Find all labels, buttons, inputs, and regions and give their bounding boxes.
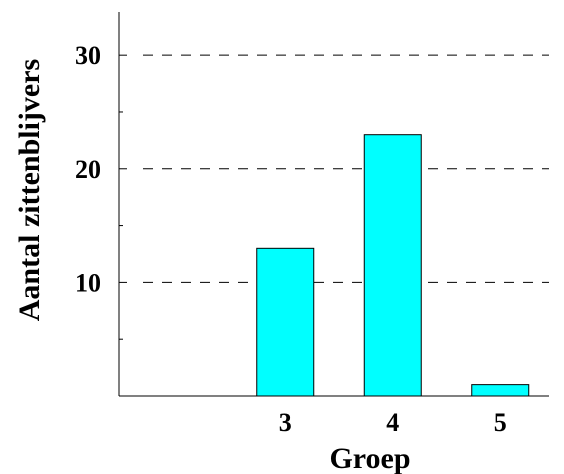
bar-5 bbox=[471, 384, 530, 397]
y-tick-label: 20 bbox=[75, 155, 101, 184]
x-tick-label: 3 bbox=[279, 408, 292, 437]
axes bbox=[118, 12, 549, 397]
tick-labels: 10 20 30 3 4 5 bbox=[75, 41, 507, 437]
x-tick-label: 5 bbox=[494, 408, 507, 437]
x-axis-title: Groep bbox=[329, 442, 410, 474]
ticks bbox=[119, 54, 127, 340]
y-tick-label: 10 bbox=[75, 268, 101, 297]
x-tick-label: 4 bbox=[386, 408, 399, 437]
grid-lines bbox=[143, 54, 549, 283]
bar-3 bbox=[256, 247, 315, 397]
y-tick-label: 30 bbox=[75, 41, 101, 70]
bar-4 bbox=[363, 134, 422, 397]
y-axis-title: Aantal zittenblijvers bbox=[13, 59, 46, 321]
bars bbox=[256, 134, 530, 397]
